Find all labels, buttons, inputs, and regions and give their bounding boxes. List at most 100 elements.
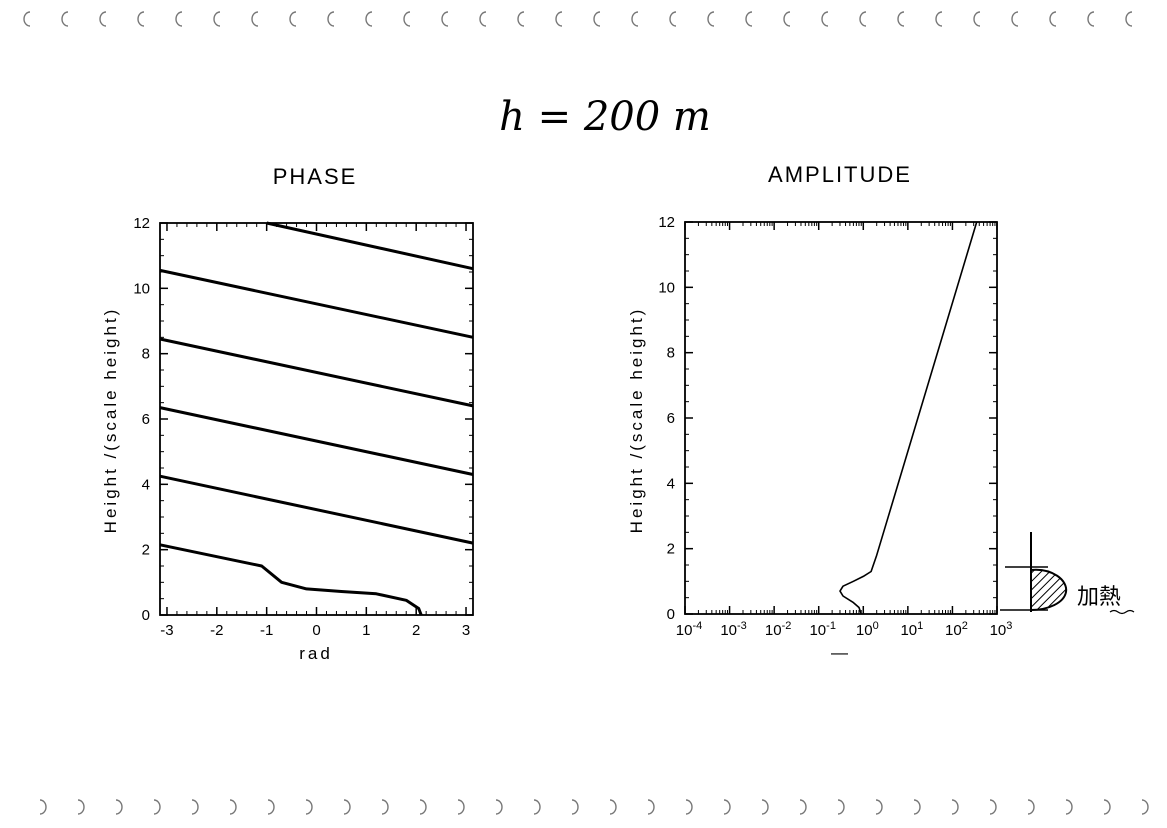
amplitude-y-tick-labels: 0 2 4 6 8 10 12 (658, 214, 675, 623)
phase-xtick-label: -2 (210, 622, 223, 639)
binder-mark (1049, 11, 1057, 27)
amplitude-ytick-label: 8 (667, 345, 675, 362)
binder-mark (289, 11, 297, 27)
amplitude-xtick-label: 10-4 (676, 620, 702, 639)
binder-mark (23, 11, 31, 27)
amplitude-xtick-label: 10-1 (809, 620, 835, 639)
binder-mark (403, 11, 411, 27)
phase-chart: PHASE -3 -2 -1 0 1 2 3 0 2 4 6 8 10 12 r… (101, 164, 474, 663)
binder-mark (137, 11, 145, 27)
binder-mark (745, 11, 753, 27)
phase-xtick-label: -3 (160, 622, 173, 639)
phase-x-axis-label: rad (299, 644, 333, 663)
amplitude-xtick-label: 10-2 (765, 620, 791, 639)
phase-series-group (159, 221, 474, 616)
heating-annotation: 加熱 (1000, 532, 1135, 615)
binder-mark (213, 11, 221, 27)
scan-binder-marks-top (23, 11, 1133, 27)
binder-mark (495, 799, 503, 815)
phase-x-tick-labels: -3 -2 -1 0 1 2 3 (160, 622, 470, 639)
binder-mark (821, 11, 829, 27)
amplitude-chart: AMPLITUDE 10-4 10-3 10-2 10-1 100 101 10… (627, 162, 1012, 662)
binder-mark (685, 799, 693, 815)
amplitude-ytick-label: 12 (658, 214, 675, 231)
amplitude-ytick-label: 0 (667, 606, 675, 623)
scan-binder-marks-bottom (39, 799, 1149, 815)
binder-mark (1011, 11, 1019, 27)
binder-mark (153, 799, 161, 815)
phase-ytick-label: 6 (142, 411, 150, 428)
binder-mark (251, 11, 259, 27)
binder-mark (39, 799, 47, 815)
binder-mark (783, 11, 791, 27)
handwritten-heading: h = 200 m (499, 94, 711, 140)
binder-mark (327, 11, 335, 27)
binder-mark (799, 799, 807, 815)
binder-mark (479, 11, 487, 27)
phase-xtick-label: -1 (260, 622, 273, 639)
binder-mark (1087, 11, 1095, 27)
binder-mark (1103, 799, 1111, 815)
amplitude-ytick-label: 2 (667, 541, 675, 558)
binder-mark (191, 799, 199, 815)
binder-mark (457, 799, 465, 815)
binder-mark (973, 11, 981, 27)
amplitude-ytick-label: 6 (667, 410, 675, 427)
amplitude-xtick-label: 101 (900, 620, 923, 639)
amplitude-xtick-label: 100 (856, 620, 879, 639)
binder-mark (533, 799, 541, 815)
binder-mark (381, 799, 389, 815)
amplitude-y-axis-label: Height /(scale height) (627, 307, 646, 534)
binder-mark (267, 799, 275, 815)
binder-mark (647, 799, 655, 815)
heating-label: 加熱 (1077, 585, 1121, 610)
binder-mark (571, 799, 579, 815)
phase-xtick-label: 0 (312, 622, 320, 639)
amplitude-ytick-label: 10 (658, 279, 675, 296)
binder-mark (419, 799, 427, 815)
amplitude-ytick-label: 4 (667, 475, 675, 492)
amplitude-series-group (839, 221, 978, 615)
phase-xtick-label: 3 (462, 622, 470, 639)
phase-ytick-label: 2 (142, 542, 150, 559)
phase-branch-6-line (266, 221, 474, 271)
phase-ytick-label: 8 (142, 346, 150, 363)
binder-mark (723, 799, 731, 815)
amplitude-amplitude-line (839, 221, 978, 615)
heating-underline (1109, 609, 1135, 615)
binder-mark (875, 799, 883, 815)
amplitude-plot-frame (684, 221, 998, 615)
phase-ytick-label: 10 (133, 280, 150, 297)
phase-ytick-label: 4 (142, 476, 150, 493)
phase-branch-3-line (159, 406, 474, 476)
amplitude-x-tick-labels: 10-4 10-3 10-2 10-1 100 101 102 103 (676, 620, 1013, 639)
amplitude-xtick-label: 10-3 (720, 620, 746, 639)
binder-mark (913, 799, 921, 815)
binder-mark (669, 11, 677, 27)
binder-mark (555, 11, 563, 27)
binder-mark (593, 11, 601, 27)
phase-xtick-label: 2 (412, 622, 420, 639)
phase-branch-2-line (159, 474, 474, 545)
binder-mark (305, 799, 313, 815)
phase-ytick-label: 0 (142, 607, 150, 624)
phase-y-axis-label: Height /(scale height) (101, 307, 120, 534)
binder-mark (989, 799, 997, 815)
amplitude-title: AMPLITUDE (768, 162, 912, 187)
phase-title: PHASE (273, 164, 358, 189)
binder-mark (631, 11, 639, 27)
binder-mark (761, 799, 769, 815)
binder-mark (1027, 799, 1035, 815)
phase-y-tick-labels: 0 2 4 6 8 10 12 (133, 215, 150, 624)
binder-mark (1141, 799, 1149, 815)
binder-mark (517, 11, 525, 27)
phase-branch-4-line (159, 337, 474, 408)
binder-mark (365, 11, 373, 27)
amplitude-tick-marks (684, 221, 998, 615)
binder-mark (99, 11, 107, 27)
phase-ytick-label: 12 (133, 215, 150, 232)
binder-mark (115, 799, 123, 815)
binder-mark (707, 11, 715, 27)
phase-branch-5-line (159, 268, 474, 339)
